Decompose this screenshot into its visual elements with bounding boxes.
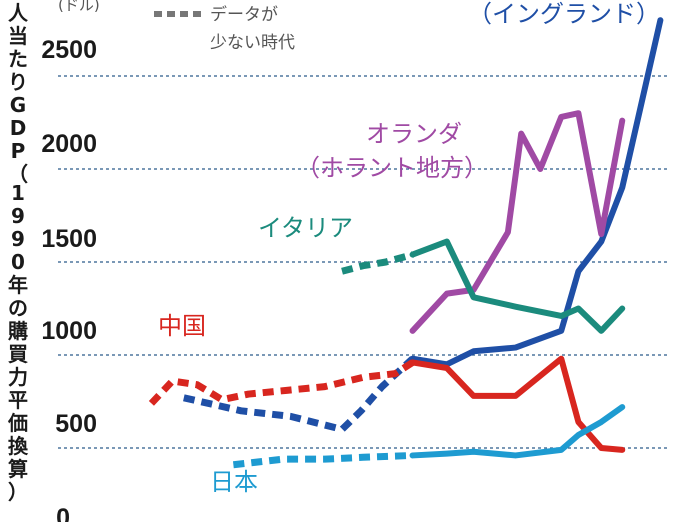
legend-dotted-text-2: 少ない時代 [210,33,295,53]
y-axis-label-char: 買 [8,342,28,366]
legend-dotted-text-1: データが [210,4,278,25]
y-axis-label-char: 購 [8,319,28,343]
y-axis-label-char: り [8,70,28,94]
y-axis-label: 人当たり G D P （1 9 9 0 年の購買力平価換算） [7,1,29,504]
y-axis-label-char: 1 [11,181,25,205]
y-axis-label-char: 9 [11,204,25,228]
y-axis-label-char: 9 [11,227,25,251]
y-axis-label-char: 力 [8,365,28,389]
series-italy-dashed [341,251,414,275]
series-england-solid [409,17,664,368]
series-japan-dashed [232,451,413,469]
y-axis-label-char: （ [8,162,28,186]
y-axis-label-char: の [8,296,28,320]
y-axis-label-char: 当 [8,24,28,48]
series-china-solid [409,355,626,453]
ytick-0: 0 [56,504,70,522]
ytick-1500: 1500 [41,225,97,253]
series-england-dashed [183,356,415,433]
ytick-1000: 1000 [41,317,97,345]
y-axis-label-char: ） [8,480,28,504]
y-axis-label-char: P [11,139,26,163]
ytick-500: 500 [55,410,97,438]
y-axis-label-char: 年 [8,273,28,297]
series-china-dashed [148,359,415,406]
y-axis-label-char: た [8,47,28,71]
label-england: （イングランド） [468,0,660,28]
label-netherlands-2: （ホラント地方） [296,154,488,182]
y-axis-label-char: D [10,116,27,140]
y-axis-label-char: G [10,93,26,117]
y-axis-label-char: 換 [8,434,29,458]
label-china: 中国 [158,312,206,340]
gridlines [58,75,668,449]
label-japan: 日本 [210,468,258,496]
ytick-2000: 2000 [41,130,97,158]
y-unit-label: (ドル) [58,0,100,14]
series-japan-solid [409,404,626,459]
y-axis-label-char: 平 [8,388,28,412]
series-lines [148,17,664,469]
label-italy: イタリア [258,214,353,242]
series-italy-solid [409,238,626,334]
label-netherlands-1: オランダ [366,120,462,148]
y-axis-label-char: 価 [7,411,28,435]
ytick-2500: 2500 [41,36,97,64]
y-axis-label-char: 0 [11,250,25,274]
y-axis-label-char: 算 [8,457,28,481]
y-axis-label-char: 人 [8,1,29,25]
series-netherlands-solid [409,110,626,334]
